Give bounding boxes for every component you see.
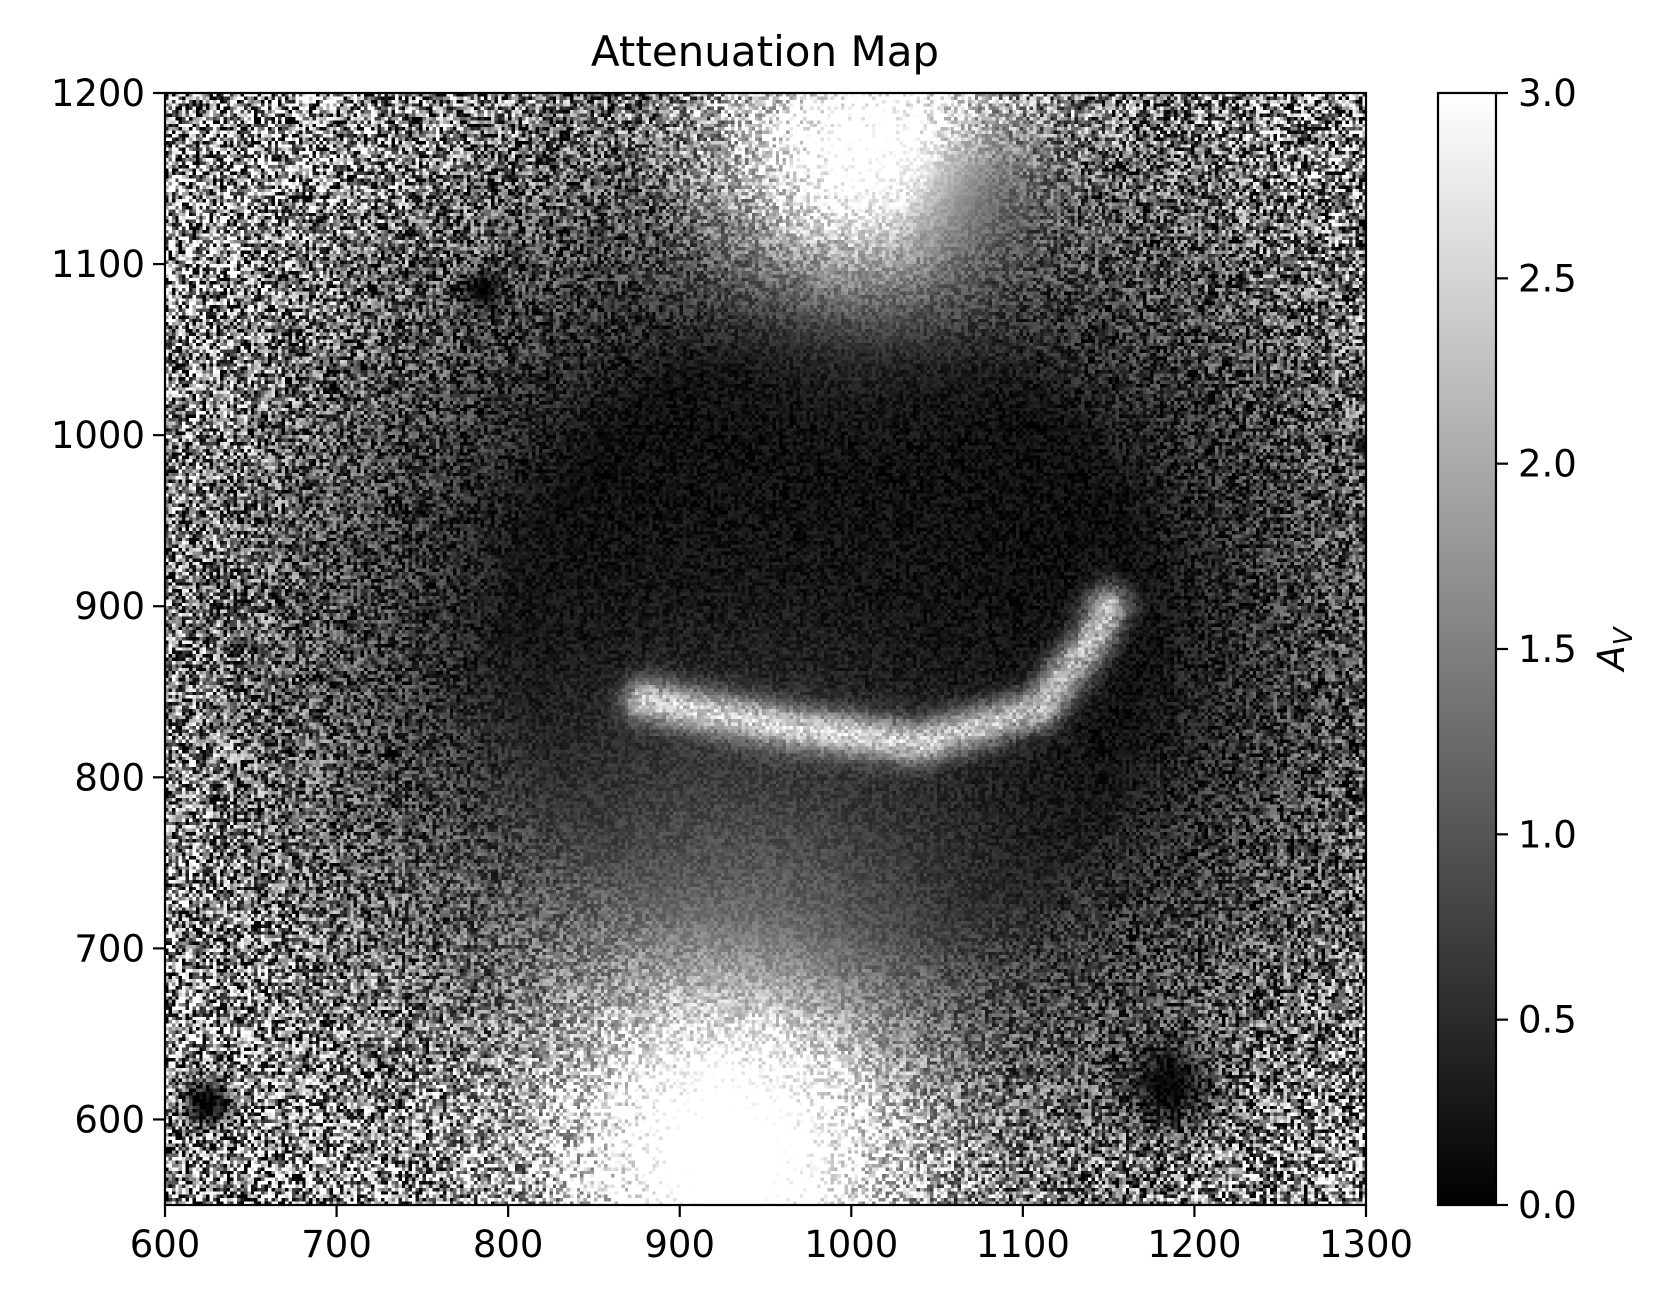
x-tick-label: 700 [301,1223,372,1266]
plot-frame [163,91,1368,1207]
x-tick-label: 1300 [1319,1223,1413,1266]
x-tick-label: 600 [130,1223,201,1266]
x-tick-label: 1000 [804,1223,898,1266]
colorbar-label: AV [1590,625,1639,672]
plot-area [165,93,1366,1205]
y-tick-label: 700 [74,927,145,970]
colorbar-tick-label: 0.0 [1518,1184,1577,1227]
y-tick-label: 1100 [51,243,145,286]
colorbar-label-sub: V [1609,625,1639,645]
colorbar-tick-label: 2.5 [1518,257,1577,300]
y-tick-label: 900 [74,585,145,628]
colorbar-axis: 0.0 0.5 1.0 1.5 2.0 2.5 3.0 [1496,72,1577,1227]
chart-title: Attenuation Map [591,27,939,76]
y-tick-label: 1000 [51,414,145,457]
x-tick-label: 1100 [976,1223,1070,1266]
attenuation-heatmap [165,93,1366,1205]
x-axis: 600 700 800 900 1000 1100 1200 1300 [130,1205,1413,1266]
x-tick-label: 900 [644,1223,715,1266]
colorbar-tick-label: 0.5 [1518,999,1577,1042]
x-tick-label: 800 [473,1223,544,1266]
colorbar-label-main: A [1590,645,1633,672]
y-axis: 600 700 800 900 1000 1100 1200 [51,72,165,1141]
y-tick-label: 1200 [51,72,145,115]
colorbar-tick-label: 2.0 [1518,443,1577,486]
colorbar-tick-label: 1.0 [1518,813,1577,856]
colorbar-tick-label: 3.0 [1518,72,1577,115]
y-tick-label: 600 [74,1098,145,1141]
colorbar-tick-label: 1.5 [1518,628,1577,671]
colorbar [1436,91,1498,1207]
x-tick-label: 1200 [1147,1223,1241,1266]
y-tick-label: 800 [74,756,145,799]
